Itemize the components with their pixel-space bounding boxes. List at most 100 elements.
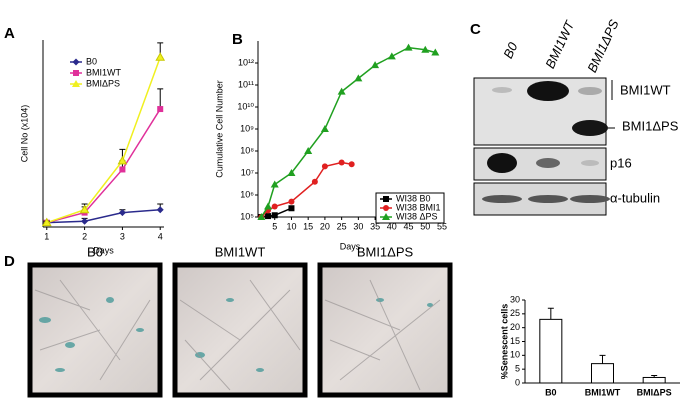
bar (642, 376, 666, 384)
x-tick-label: 3 (120, 231, 125, 241)
marker (288, 198, 295, 205)
legend-label: BMIΔPS (86, 78, 120, 88)
y-tick-label: 25 (510, 308, 520, 318)
marker (157, 106, 164, 113)
bar (591, 363, 614, 384)
x-tick-label: 25 (337, 221, 347, 231)
series-line (46, 57, 161, 224)
band-label: p16 (610, 155, 632, 170)
x-tick-label: 10 (286, 221, 296, 231)
y-tick-label: 10¹² (238, 57, 254, 67)
image-title: B0 (87, 244, 103, 259)
marker (338, 159, 345, 166)
x-tick-label: 50 (420, 221, 430, 231)
x-tick-label: 35 (370, 221, 380, 231)
marker (117, 155, 128, 165)
marker (348, 161, 355, 168)
x-tick-label: 5 (272, 221, 277, 231)
error-bar (599, 354, 606, 364)
marker (387, 52, 396, 60)
bar (539, 318, 563, 384)
marker (119, 166, 126, 173)
image-title: BMI1WT (215, 244, 266, 259)
y-tick-label: 10¹⁰ (237, 101, 254, 111)
marker (383, 205, 389, 211)
x-tick-label: 2 (82, 231, 87, 241)
x-tick-label: 30 (353, 221, 363, 231)
y-axis-title: %Senescent cells (499, 304, 509, 380)
marker (383, 196, 389, 202)
panel-letter: A (4, 25, 15, 42)
marker (271, 212, 278, 219)
series-line (261, 207, 292, 218)
x-tick-label: 40 (387, 221, 397, 231)
y-tick-label: 0 (515, 377, 520, 387)
x-tick-label: 15 (303, 221, 313, 231)
marker (287, 169, 296, 176)
marker (118, 209, 126, 217)
marker (304, 147, 313, 154)
y-tick-label: 5 (515, 364, 520, 374)
series-line (46, 208, 161, 224)
y-tick-label: 10⁷ (241, 167, 254, 177)
image-title: BMI1ΔPS (357, 244, 414, 259)
error-bar (651, 375, 658, 378)
panel-letter: D (4, 253, 15, 270)
marker (321, 163, 328, 170)
marker (257, 213, 266, 220)
y-axis-title: Cumulative Cell Number (214, 80, 224, 178)
y-tick-label: 10⁵ (240, 211, 254, 221)
x-tick-label: 1 (44, 231, 49, 241)
marker (264, 202, 273, 210)
y-tick-label: 10⁶ (240, 189, 254, 199)
marker (288, 205, 295, 212)
marker (354, 74, 363, 82)
legend-label: WI38 BMI1 (396, 202, 441, 212)
lane-label: BMI1WT (542, 18, 577, 71)
panel-letter: B (232, 31, 243, 48)
marker (79, 204, 90, 214)
y-tick-label: 10⁸ (240, 145, 254, 155)
y-tick-label: 15 (510, 336, 520, 346)
marker (337, 87, 346, 95)
y-axis-title: Cell No (x104) (19, 105, 29, 163)
y-tick-label: 10⁹ (240, 123, 254, 133)
error-bar (547, 307, 554, 320)
marker (72, 80, 80, 87)
band-label: BMI1ΔPS (622, 118, 679, 133)
marker (382, 213, 390, 220)
x-tick-label: 20 (320, 221, 330, 231)
marker (81, 217, 89, 225)
y-tick-label: 20 (510, 322, 520, 332)
x-tick-label: 55 (437, 221, 447, 231)
lane-label: BMI1ΔPS (584, 17, 622, 75)
y-tick-label: 10¹¹ (238, 79, 254, 89)
marker (271, 203, 278, 210)
legend-label: BMI1WT (86, 67, 122, 77)
x-tick-label: B0 (545, 387, 557, 397)
marker (265, 213, 272, 220)
x-tick-label: 45 (404, 221, 414, 231)
x-tick-label: BMIΔPS (637, 387, 672, 397)
series-line (260, 46, 436, 218)
marker (311, 178, 318, 185)
series-line (46, 108, 161, 224)
marker (41, 217, 52, 227)
marker (73, 70, 79, 76)
marker (431, 48, 440, 56)
y-tick-label: 30 (510, 294, 520, 304)
marker (371, 61, 380, 69)
marker (270, 180, 279, 188)
x-tick-label: BMI1WT (585, 387, 621, 397)
marker (72, 58, 80, 66)
marker (421, 45, 430, 53)
micrographs (27, 262, 453, 398)
band-label: BMI1WT (620, 82, 671, 97)
western-blot (473, 77, 615, 216)
legend-label: WI38 ΔPS (396, 211, 438, 221)
error-bar (157, 88, 164, 110)
band-label: α-tubulin (610, 190, 660, 205)
legend-label: B0 (86, 56, 97, 66)
x-axis-title: Days (340, 241, 361, 251)
